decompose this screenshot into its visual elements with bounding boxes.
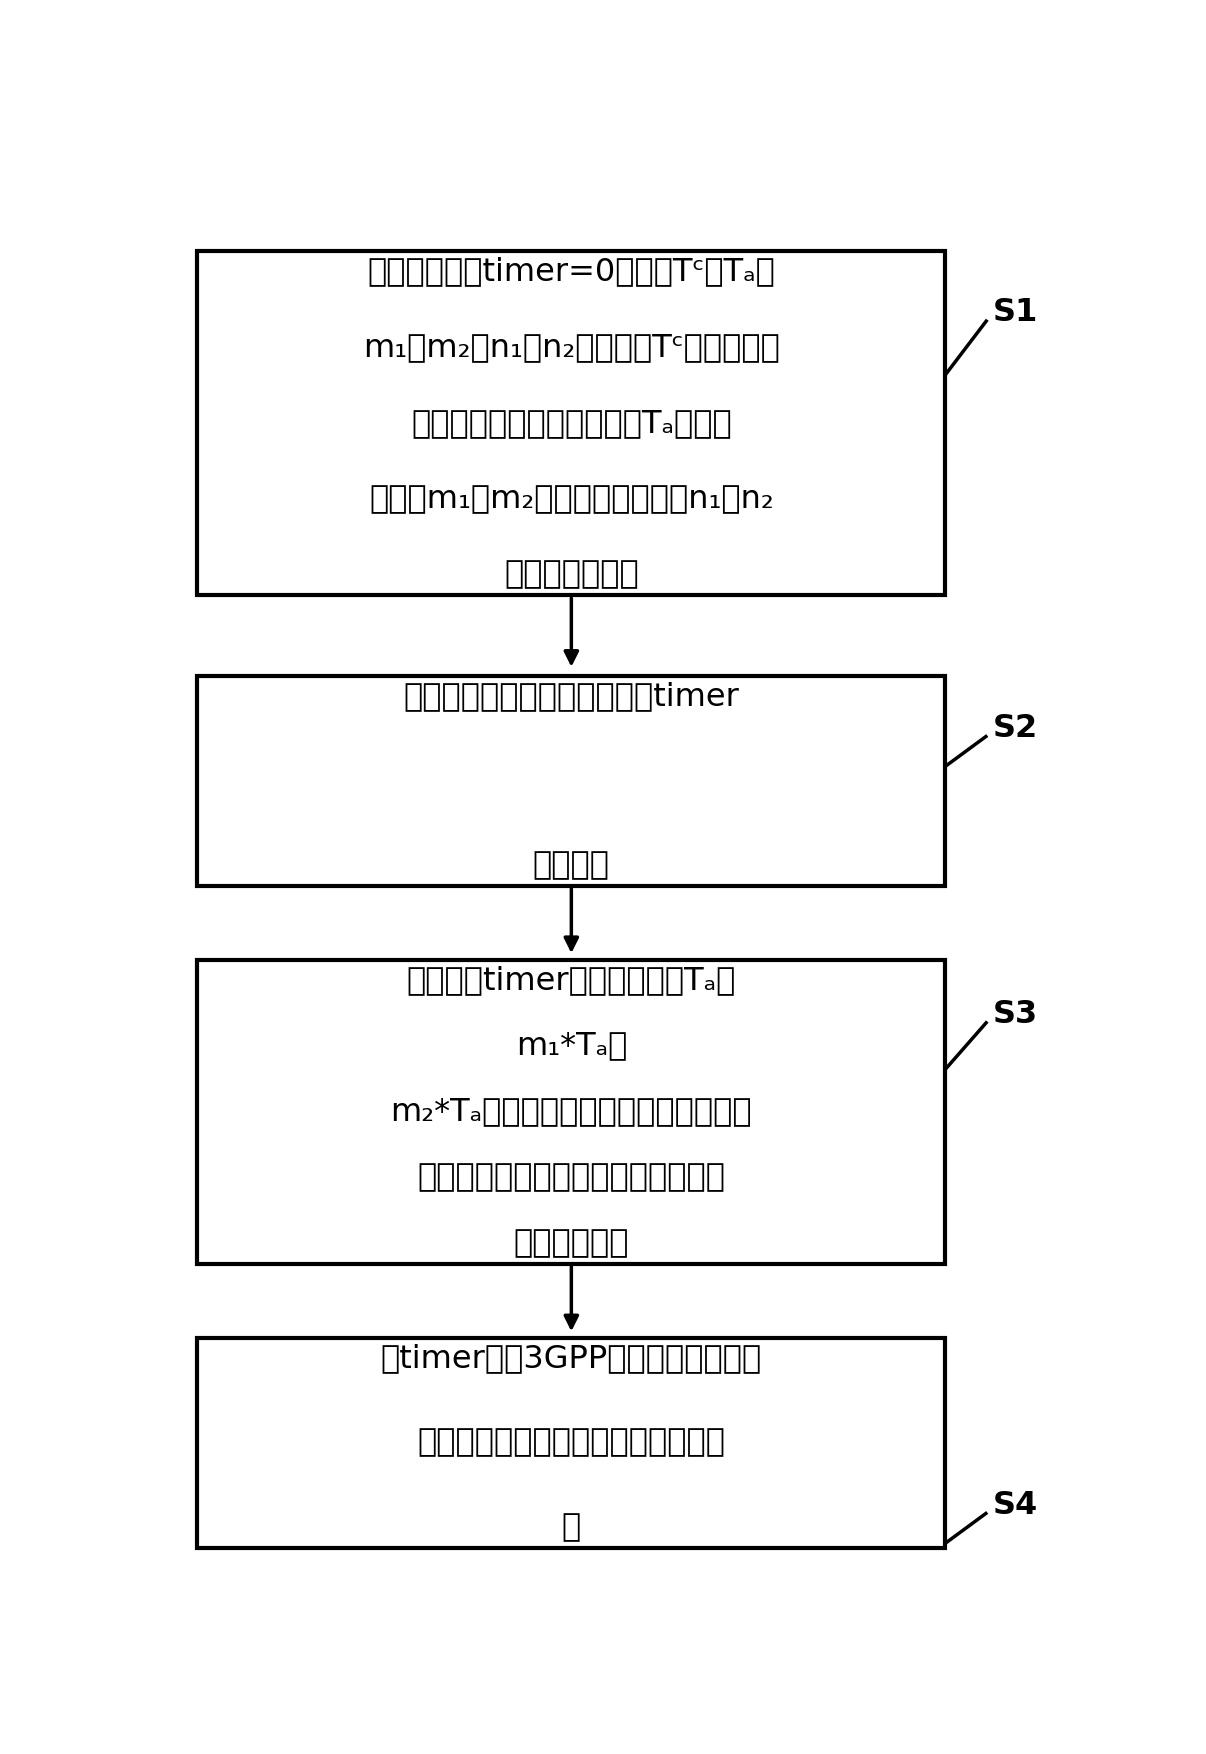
Bar	[198, 1338, 946, 1547]
Text: 开始计时: 开始计时	[533, 851, 610, 881]
Text: S2: S2	[993, 714, 1038, 744]
Text: 根据所述timer的计时分别与Tₐ、: 根据所述timer的计时分别与Tₐ、	[406, 965, 736, 996]
Bar	[198, 677, 946, 886]
Text: m₁*Tₐ、: m₁*Tₐ、	[516, 1031, 627, 1061]
Text: m₂*Tₐ进行比较，得到比较结果，根据: m₂*Tₐ进行比较，得到比较结果，根据	[391, 1096, 753, 1128]
Text: S4: S4	[993, 1491, 1038, 1521]
Text: 比较结果手台以不同的周期向系统端: 比较结果手台以不同的周期向系统端	[417, 1163, 725, 1193]
Text: S3: S3	[993, 1000, 1038, 1030]
Text: 公网对讲设备一次通信结束，timer: 公网对讲设备一次通信结束，timer	[403, 681, 739, 712]
Text: 为周期调整参数: 为周期调整参数	[504, 560, 639, 591]
Bar	[198, 959, 946, 1265]
Text: 发送心跳小包: 发送心跳小包	[514, 1228, 630, 1259]
Text: 包: 包	[562, 1512, 581, 1544]
Text: 阈値，m₁、m₂为阈値调整参数、n₁、n₂: 阈値，m₁、m₂为阈値调整参数、n₁、n₂	[369, 484, 774, 514]
Text: 周期，手台停止向系统端发送心跳小: 周期，手台停止向系统端发送心跳小	[417, 1428, 725, 1458]
Text: 心跳小包定期发送的周期，Tₐ为基本: 心跳小包定期发送的周期，Tₐ为基本	[411, 407, 732, 438]
Bar	[198, 251, 946, 595]
Text: m₁、m₂、n₁、n₂，其中，Tᶜ为静默期的: m₁、m₂、n₁、n₂，其中，Tᶜ为静默期的	[363, 332, 780, 363]
Text: S1: S1	[993, 298, 1038, 328]
Text: 初始状态设定timer=0，设定Tᶜ、Tₐ、: 初始状态设定timer=0，设定Tᶜ、Tₐ、	[368, 256, 775, 286]
Text: 在timer大于3GPP协议中定义的睡眠: 在timer大于3GPP协议中定义的睡眠	[381, 1344, 762, 1373]
